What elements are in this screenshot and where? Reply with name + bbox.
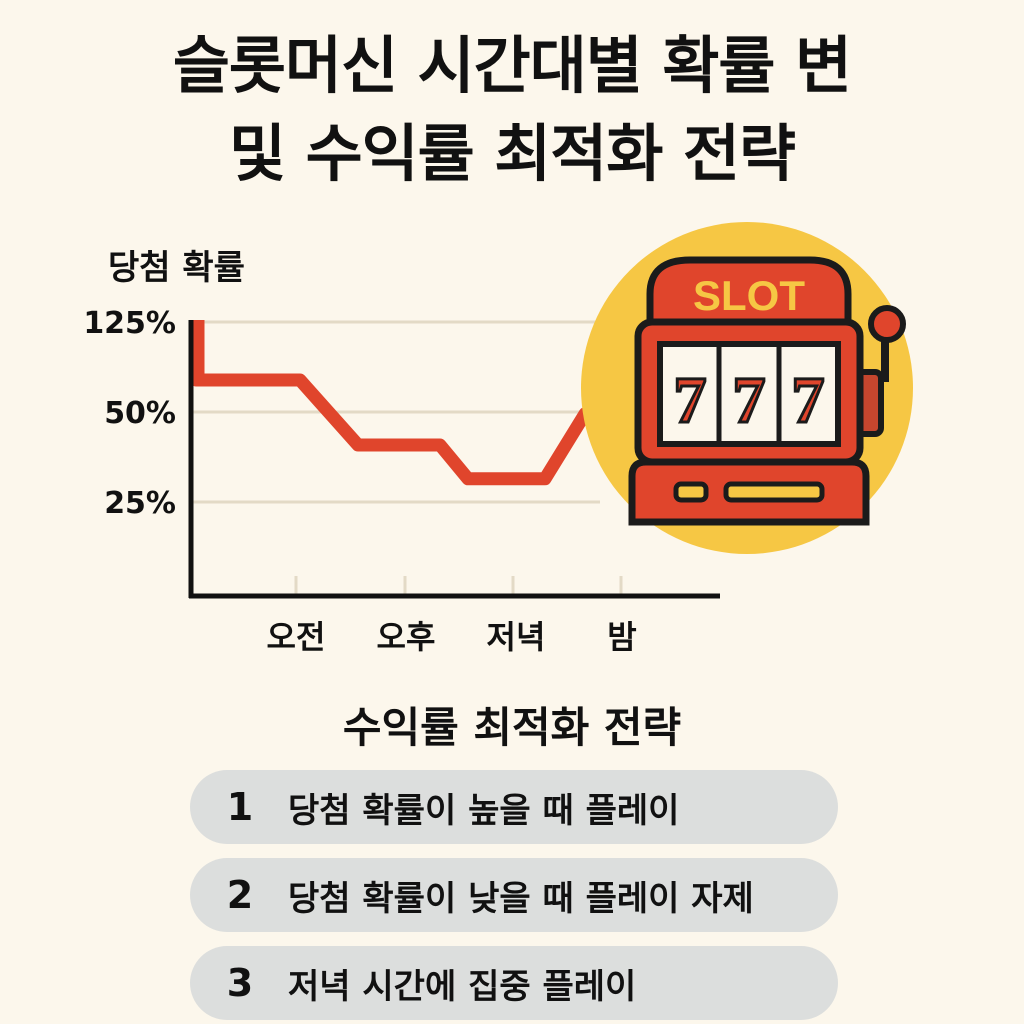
strategy-item: 1 당첨 확률이 높을 때 플레이: [190, 770, 838, 844]
reel-symbol: 7: [792, 364, 825, 437]
strategy-item-number: 2: [226, 873, 254, 917]
y-tick-label: 50%: [104, 396, 176, 431]
reel-window: [657, 341, 841, 447]
grid-lines: [192, 320, 600, 504]
strategy-item-number: 3: [226, 961, 254, 1005]
reel-symbol: 7: [674, 364, 707, 437]
strategy-item-text: 저녁 시간에 집중 플레이: [288, 966, 637, 1007]
slot-machine-illustration: SLOT 7 7 7: [581, 222, 913, 554]
title-line-1: 슬롯머신 시간대별 확률 변: [172, 29, 852, 102]
page-title: 슬롯머신 시간대별 확률 변 및 수익률 최적화 전략: [0, 22, 1024, 198]
x-tick-label: 오후: [376, 618, 436, 656]
y-tick-label: 25%: [104, 486, 176, 521]
slot-label: SLOT: [693, 272, 805, 319]
strategy-item: 2 당첨 확률이 낮을 때 플레이 자제: [190, 858, 838, 932]
strategy-item-text: 당첨 확률이 낮을 때 플레이 자제: [288, 878, 754, 919]
series-line: [189, 320, 610, 486]
line-chart: [188, 320, 720, 599]
x-tick-label: 밤: [607, 618, 637, 656]
strategy-title: 수익률 최적화 전략: [342, 703, 682, 752]
slot-top-cabinet: [646, 256, 852, 326]
y-tick-label: 125%: [83, 306, 176, 341]
x-tick-label: 저녁: [486, 618, 546, 656]
strategy-item-number: 1: [226, 785, 254, 829]
x-tick-label: 오전: [266, 618, 326, 656]
strategy-item: 3 저녁 시간에 집중 플레이: [190, 946, 838, 1020]
lever-knob: [868, 305, 906, 343]
coin-slot: [723, 481, 825, 503]
coin-button: [673, 481, 709, 503]
reel-symbol: 7: [733, 364, 766, 437]
strategy-item-text: 당첨 확률이 높을 때 플레이: [288, 790, 680, 831]
y-axis-label: 당첨 확률: [108, 248, 245, 288]
title-line-2: 및 수익률 최적화 전략: [228, 117, 796, 190]
